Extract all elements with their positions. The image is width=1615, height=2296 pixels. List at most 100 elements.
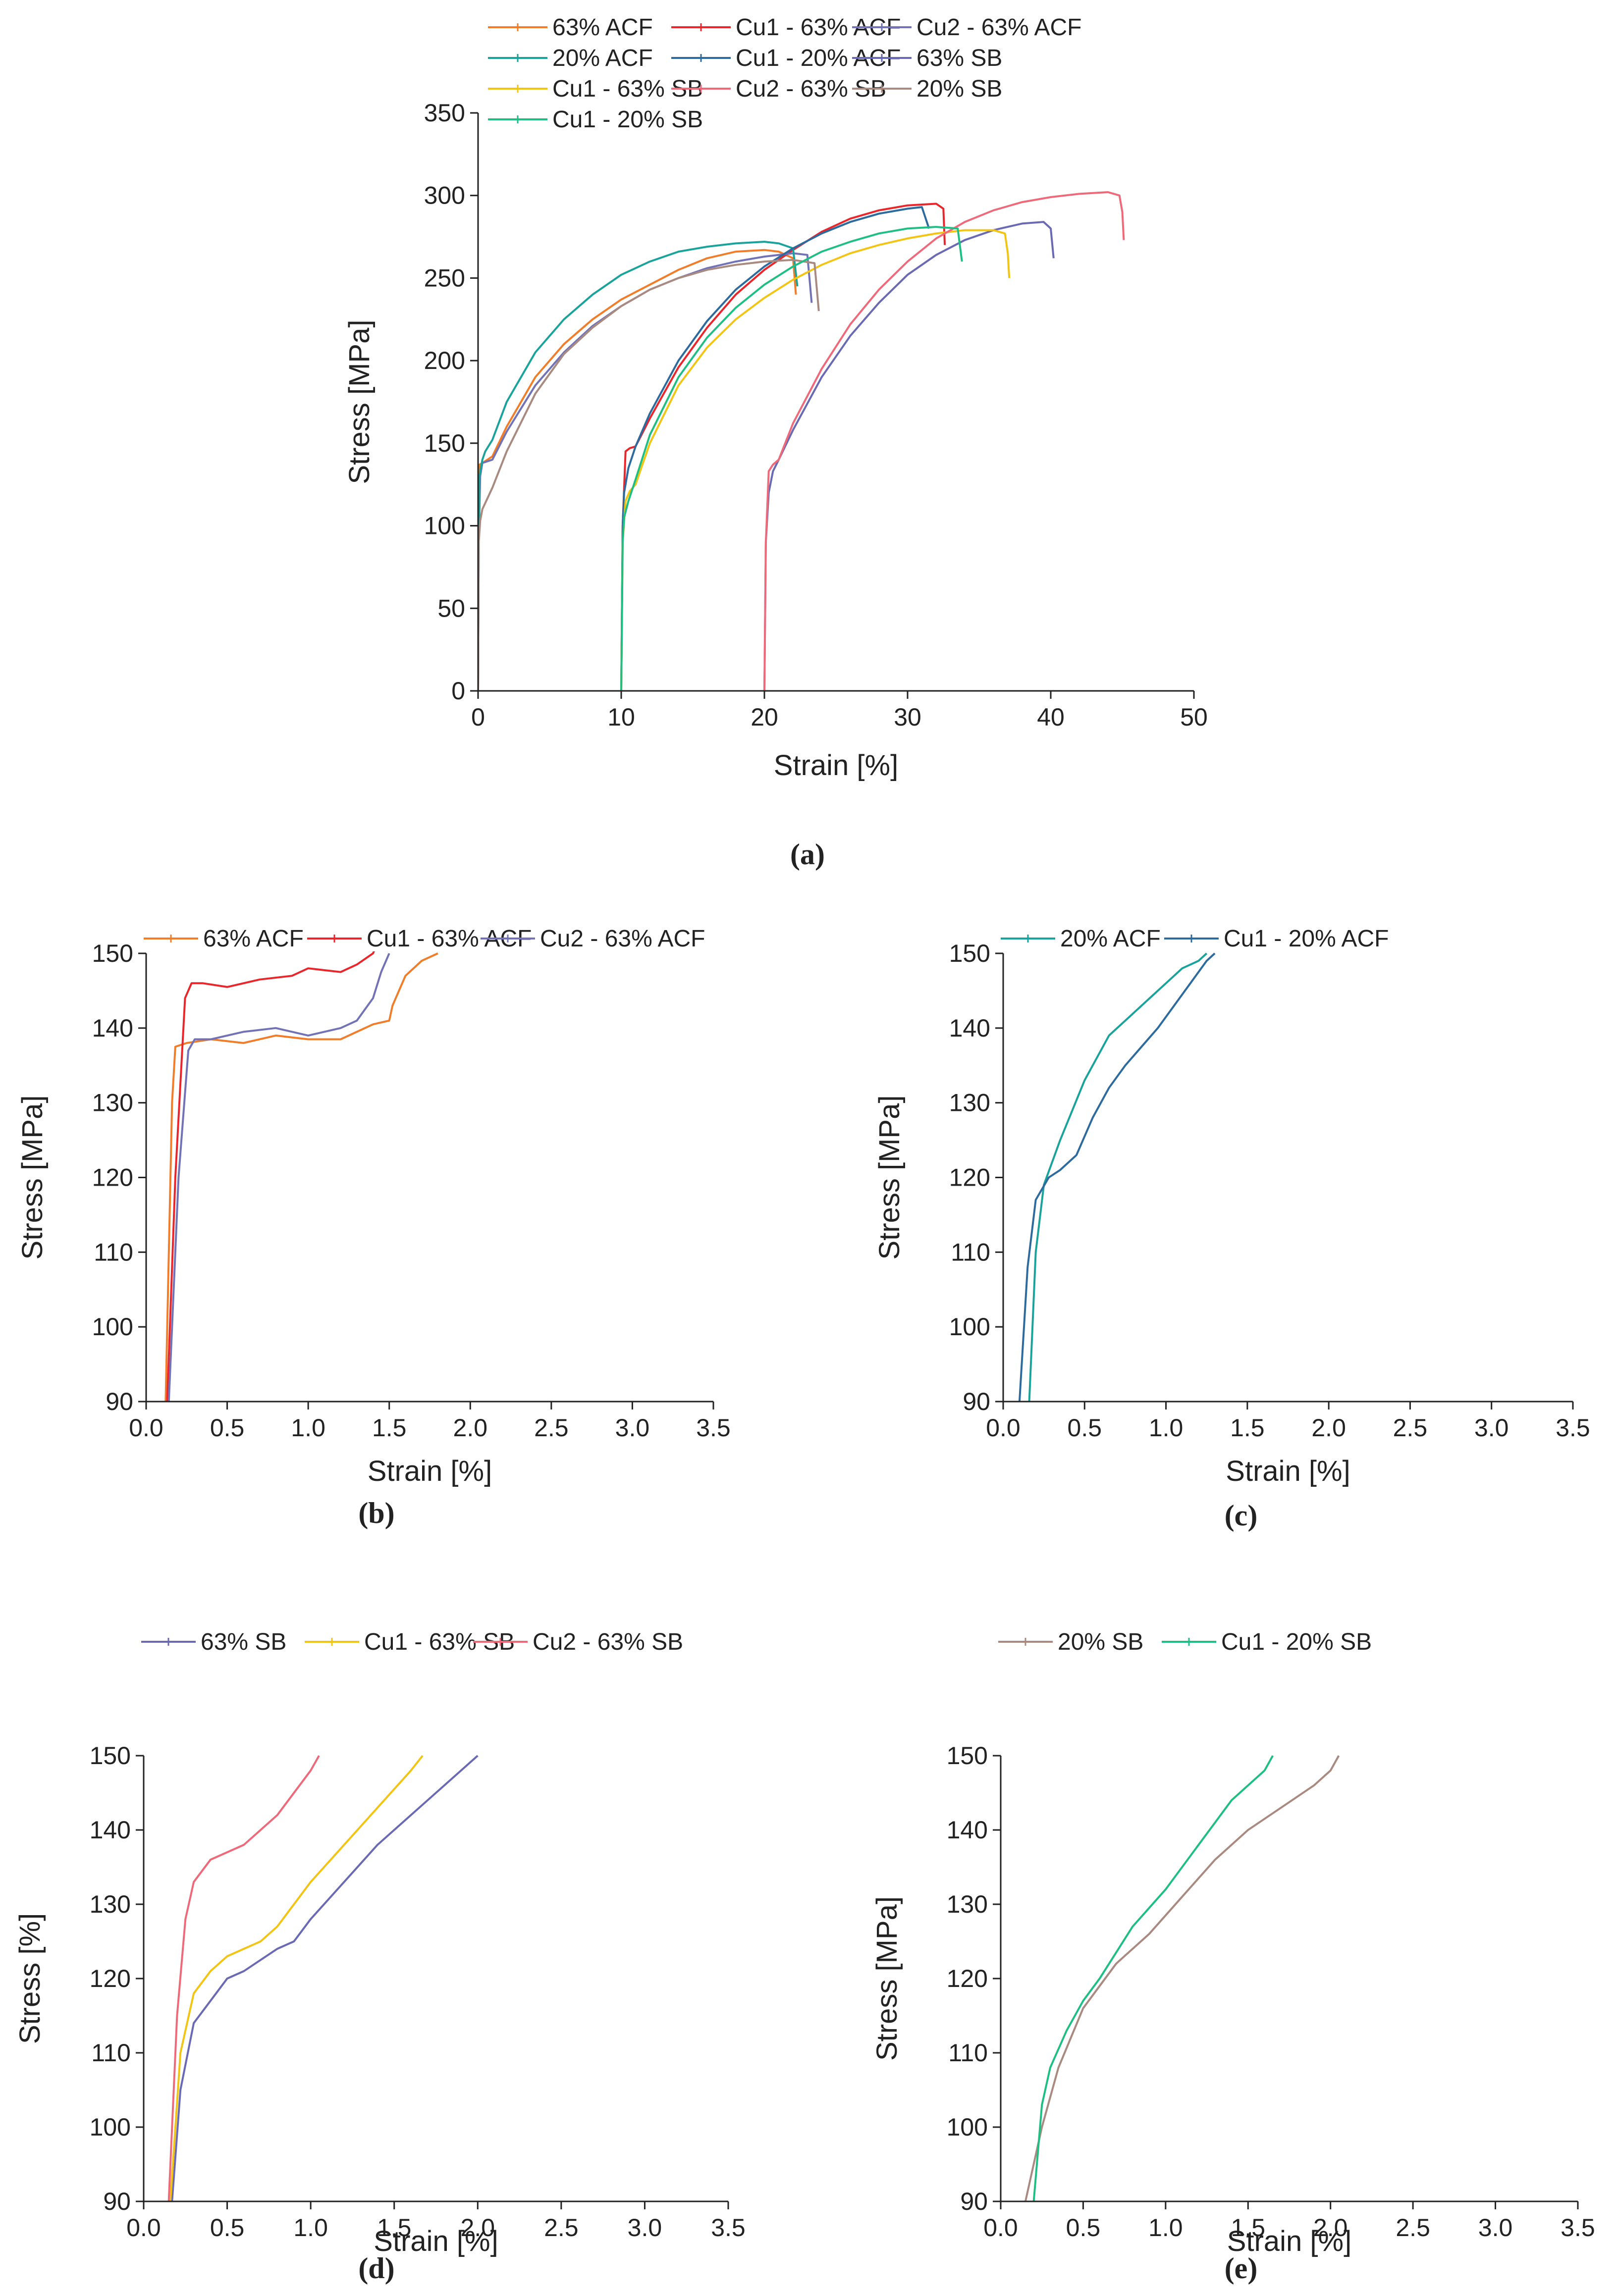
series-group: [167, 1755, 479, 2202]
x-tick-label: 3.0: [615, 1414, 650, 1442]
x-tick-label: 0.0: [983, 2214, 1018, 2242]
x-tick-label: 40: [1037, 703, 1065, 731]
x-tick-label: 3.5: [1561, 2214, 1595, 2242]
legend-label: Cu2 - 63% SB: [533, 1629, 683, 1655]
x-tick-label: 0: [471, 703, 485, 731]
panel-a: 0 10 20 30 40 50 0 50 100 150 200 250 300 350 Strain […: [343, 14, 1208, 871]
y-axis-label: Stress [%]: [14, 1913, 46, 2044]
y-tick-label: 110: [94, 1238, 133, 1266]
legend-label: 20% ACF: [552, 45, 653, 71]
x-tick-label: 2.5: [544, 2214, 579, 2242]
y-tick-label: 50: [437, 594, 465, 622]
x-tick-label: 30: [894, 703, 921, 731]
series-line-cu2-63-acf: [167, 953, 390, 1402]
y-tick-label: 90: [103, 2188, 131, 2215]
x-tick-label: 3.5: [1556, 1414, 1590, 1442]
series-group: [478, 191, 1125, 691]
legend-label: 63% SB: [201, 1629, 286, 1655]
x-tick-label: 20: [751, 703, 778, 731]
series-line-cu1-63-acf: [620, 203, 946, 691]
y-axis-label: Stress [MPa]: [343, 320, 376, 484]
x-axis-label: Strain [%]: [368, 1455, 492, 1487]
x-tick-label: 3.5: [696, 1414, 731, 1442]
series-line-63-sb: [171, 1755, 479, 2202]
x-tick-label: 3.0: [1478, 2214, 1513, 2242]
y-tick-label: 130: [92, 1089, 133, 1117]
legend-label: 20% SB: [916, 76, 1002, 102]
series-line-20-sb: [1024, 1755, 1340, 2202]
y-tick-label: 140: [90, 1816, 131, 1844]
legend-label: Cu2 - 63% ACF: [916, 14, 1081, 41]
x-tick-label: 1.0: [291, 1414, 325, 1442]
series-line-cu1-20-sb: [1032, 1755, 1274, 2202]
legend-label: Cu2 - 63% ACF: [540, 926, 705, 952]
series-line-63-sb: [763, 221, 1055, 691]
y-tick-label: 300: [424, 182, 465, 209]
series-line-63-acf: [164, 952, 438, 1402]
panel-caption: (b): [358, 1497, 394, 1529]
series-line-63-acf: [478, 249, 797, 691]
x-tick-label: 2.0: [1311, 1414, 1346, 1442]
y-tick-label: 200: [424, 347, 465, 374]
x-tick-label: 0.5: [1066, 2214, 1101, 2242]
y-tick-label: 120: [949, 1164, 990, 1192]
y-tick-label: 110: [948, 2039, 988, 2067]
series-group: [1024, 1755, 1340, 2202]
x-tick-label: 2.0: [1313, 2214, 1348, 2242]
y-tick-label: 90: [106, 1388, 133, 1415]
y-axis-label: Stress [MPa]: [871, 1896, 903, 2061]
legend-label: 20% ACF: [1060, 926, 1161, 952]
y-tick-label: 100: [424, 512, 465, 540]
series-line-cu1-63-acf: [166, 951, 375, 1402]
x-tick-label: 2.5: [1393, 1414, 1428, 1442]
y-tick-label: 150: [90, 1742, 131, 1770]
legend: 20% SB Cu1 - 20% SB: [998, 1629, 1372, 1655]
series-line-cu1-20-acf: [1018, 952, 1216, 1402]
y-tick-label: 120: [947, 1965, 988, 1992]
y-tick-label: 90: [960, 2188, 988, 2215]
series-line-cu2-63-acf: [478, 252, 813, 691]
x-tick-label: 1.5: [372, 1414, 407, 1442]
y-tick-label: 110: [951, 1238, 990, 1266]
y-tick-label: 100: [947, 2113, 988, 2141]
x-tick-label: 0.5: [210, 1414, 245, 1442]
x-tick-label: 0.0: [986, 1414, 1021, 1442]
y-tick-label: 110: [91, 2039, 131, 2067]
series-group: [1018, 952, 1216, 1402]
series-line-cu2-63-sb: [167, 1755, 320, 2202]
legend-label: 20% SB: [1058, 1629, 1143, 1655]
series-line-20-sb: [478, 259, 820, 691]
x-tick-label: 1.0: [1149, 1414, 1184, 1442]
y-tick-label: 0: [451, 677, 465, 705]
y-tick-label: 120: [90, 1965, 131, 1992]
legend-label: 63% ACF: [552, 14, 653, 41]
x-tick-label: 2.0: [461, 2214, 495, 2242]
y-tick-label: 140: [92, 1014, 133, 1042]
x-tick-label: 1.5: [377, 2214, 412, 2242]
panel-caption: (e): [1225, 2252, 1258, 2285]
x-tick-label: 0.5: [210, 2214, 245, 2242]
y-tick-label: 120: [92, 1164, 133, 1192]
legend-label: Cu1 - 20% SB: [552, 106, 703, 133]
y-tick-label: 100: [92, 1313, 133, 1341]
y-tick-label: 350: [424, 99, 465, 127]
legend-label: Cu1 - 20% ACF: [1224, 926, 1389, 952]
series-line-20-acf: [1028, 952, 1208, 1402]
series-line-cu1-20-acf: [620, 206, 930, 691]
x-tick-label: 3.5: [711, 2214, 746, 2242]
x-tick-label: 3.0: [1474, 1414, 1509, 1442]
x-tick-label: 2.0: [453, 1414, 488, 1442]
panel-caption: (a): [790, 838, 825, 871]
x-tick-label: 1.5: [1231, 2214, 1266, 2242]
panel-caption: (c): [1225, 1499, 1258, 1532]
x-tick-label: 10: [607, 703, 635, 731]
series-line-cu1-63-sb: [169, 1755, 424, 2202]
x-tick-label: 2.5: [534, 1414, 569, 1442]
panel-b: 0.0 0.5 1.0 1.5 2.0 2.5 3.0 3.5 90 100 110 120 130 14…: [16, 926, 731, 1529]
x-tick-label: 1.0: [293, 2214, 328, 2242]
panel-e: 0.0 0.5 1.0 1.5 2.0 2.5 3.0 3.5 90 100 110 120 130 14…: [871, 1629, 1595, 2285]
y-tick-label: 130: [947, 1890, 988, 1918]
panel-caption: (d): [358, 2252, 394, 2285]
